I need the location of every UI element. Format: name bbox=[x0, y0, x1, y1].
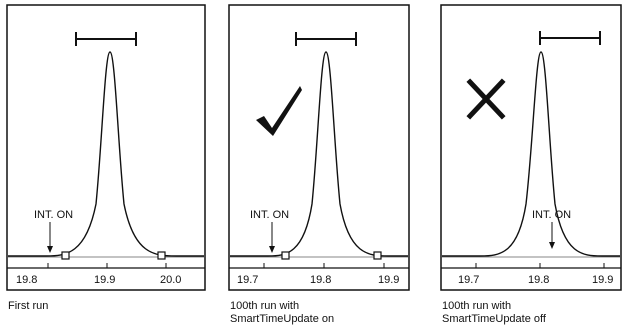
integration-end-marker bbox=[373, 251, 382, 260]
peak-trace bbox=[8, 51, 204, 257]
arrow-head-icon bbox=[269, 246, 275, 253]
caption-line: First run bbox=[8, 300, 49, 312]
checkmark-icon bbox=[256, 86, 302, 136]
tick-label: 19.8 bbox=[528, 274, 549, 286]
tick-label: 20.0 bbox=[160, 274, 181, 286]
chromatogram-2: INT. ON 19.7 19.8 19.9 bbox=[228, 4, 410, 291]
panel-frame bbox=[440, 4, 622, 291]
caption-line: SmartTimeUpdate on bbox=[230, 313, 335, 325]
caption-line: 100th run with bbox=[230, 300, 300, 312]
integration-start-marker bbox=[281, 251, 290, 260]
window-bracket-icon bbox=[295, 32, 357, 46]
window-bracket-icon bbox=[75, 32, 137, 46]
peak-trace bbox=[230, 51, 408, 257]
arrow-head-icon bbox=[47, 246, 53, 253]
panel-frame bbox=[6, 4, 206, 291]
caption-smarttimeupdate-on: 100th run with SmartTimeUpdate on bbox=[230, 300, 334, 326]
peak-trace bbox=[442, 51, 620, 257]
integration-end-marker bbox=[157, 251, 166, 260]
tick-label: 19.7 bbox=[237, 274, 258, 286]
panel-first-run: INT. ON 19.8 19.9 20.0 bbox=[6, 4, 206, 294]
caption-line: 100th run with bbox=[442, 300, 512, 312]
arrow-head-icon bbox=[549, 242, 555, 249]
caption-smarttimeupdate-off: 100th run with SmartTimeUpdate off bbox=[442, 300, 546, 326]
tick-label: 19.9 bbox=[378, 274, 399, 286]
window-bracket-icon bbox=[539, 31, 601, 45]
axis-ticks bbox=[475, 263, 605, 268]
int-on-label: INT. ON bbox=[532, 209, 571, 221]
tick-label: 19.9 bbox=[592, 274, 613, 286]
chromatogram-3: INT. ON 19.7 19.8 19.9 bbox=[440, 4, 622, 291]
cross-icon bbox=[466, 78, 506, 120]
chromatogram-1: INT. ON 19.8 19.9 20.0 bbox=[6, 4, 206, 291]
tick-label: 19.8 bbox=[310, 274, 331, 286]
axis-ticks bbox=[263, 263, 385, 268]
int-on-label: INT. ON bbox=[250, 209, 289, 221]
tick-label: 19.7 bbox=[458, 274, 479, 286]
panel-smarttimeupdate-on: INT. ON 19.7 19.8 19.9 bbox=[228, 4, 410, 294]
tick-label: 19.8 bbox=[16, 274, 37, 286]
caption-first-run: First run bbox=[8, 300, 48, 313]
panel-frame bbox=[228, 4, 410, 291]
caption-line: SmartTimeUpdate off bbox=[442, 313, 546, 325]
tick-label: 19.9 bbox=[94, 274, 115, 286]
axis-ticks bbox=[47, 263, 167, 268]
integration-start-marker bbox=[61, 251, 70, 260]
int-on-label: INT. ON bbox=[34, 209, 73, 221]
panel-smarttimeupdate-off: INT. ON 19.7 19.8 19.9 bbox=[440, 4, 622, 294]
